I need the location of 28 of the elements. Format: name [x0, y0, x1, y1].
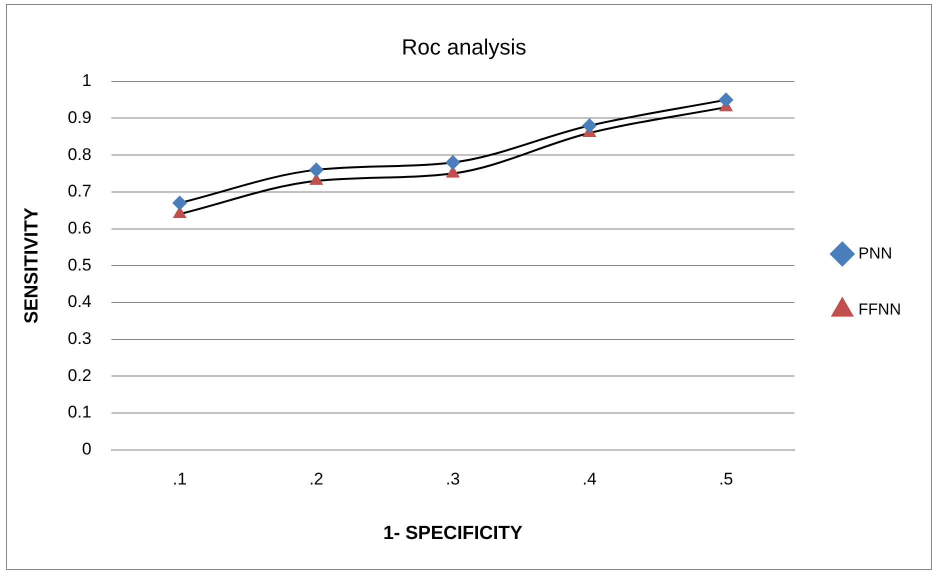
x-tick-label: .4	[582, 470, 597, 489]
y-tick-label: 0	[82, 439, 92, 458]
y-tick-label: 0.9	[68, 108, 92, 127]
x-tick-label: .2	[309, 470, 324, 489]
x-axis-title: 1- SPECIFICITY	[383, 522, 523, 544]
point	[174, 207, 186, 218]
point	[309, 162, 324, 177]
x-tick-label: .5	[718, 470, 734, 489]
point	[172, 196, 187, 210]
y-tick-label: 0.5	[68, 255, 92, 274]
x-tick-label: .1	[172, 470, 187, 489]
point	[446, 155, 460, 170]
chart-title: Roc analysis	[402, 34, 526, 60]
y-tick-label: 0.8	[68, 144, 92, 164]
point	[582, 118, 596, 133]
y-tick-label: 0.4	[68, 292, 92, 312]
legend-label: FFNN	[858, 301, 901, 318]
point	[446, 166, 460, 178]
x-tick-label: .3	[446, 470, 460, 489]
y-tick-label: 0.3	[68, 328, 92, 348]
y-tick-label: 1	[82, 71, 92, 90]
y-tick-label: 0.2	[68, 366, 92, 385]
point	[719, 92, 734, 107]
y-tick-label: 0.7	[68, 182, 92, 201]
y-tick-label: 0.1	[68, 402, 92, 422]
y-axis-title: SENSITIVITY	[22, 207, 43, 324]
legend-label: PNN	[858, 245, 892, 262]
y-tick-label: 0.6	[68, 218, 92, 238]
